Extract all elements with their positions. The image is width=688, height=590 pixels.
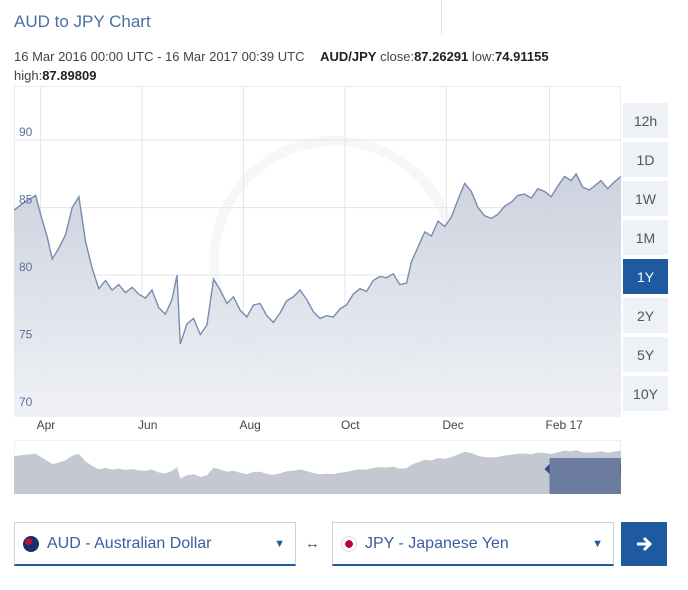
- range-button-1w[interactable]: 1W: [623, 181, 668, 216]
- navigator-handle-left[interactable]: [544, 464, 550, 474]
- low-value: 74.91155: [495, 49, 549, 64]
- range-button-2y[interactable]: 2Y: [623, 298, 668, 333]
- y-tick-label: 70: [19, 395, 33, 409]
- range-button-1d[interactable]: 1D: [623, 142, 668, 177]
- range-button-12h[interactable]: 12h: [623, 103, 668, 138]
- y-tick-label: 85: [19, 193, 33, 207]
- high-value: 87.89809: [42, 68, 97, 83]
- australia-flag-icon: [23, 535, 39, 552]
- price-chart[interactable]: 70 75 80 85 90: [14, 86, 621, 417]
- chart-info: 16 Mar 2016 00:00 UTC - 16 Mar 2017 00:3…: [14, 47, 634, 85]
- range-button-5y[interactable]: 5Y: [623, 337, 668, 372]
- x-tick-label: Dec: [442, 418, 464, 432]
- range-button-1y[interactable]: 1Y: [623, 259, 668, 294]
- chart-area[interactable]: 70 75 80 85 90: [14, 86, 621, 417]
- close-value: 87.26291: [414, 49, 469, 64]
- pair-label: AUD/JPY: [320, 49, 377, 64]
- swap-icon[interactable]: ↔: [305, 535, 320, 552]
- to-currency-select[interactable]: JPY - Japanese Yen ▼: [332, 522, 614, 566]
- x-tick-label: Apr: [36, 418, 56, 432]
- convert-button[interactable]: [621, 522, 667, 566]
- y-tick-label: 80: [19, 260, 33, 274]
- from-currency-label: AUD - Australian Dollar: [47, 534, 212, 552]
- page-title: AUD to JPY Chart: [14, 12, 151, 31]
- y-tick-label: 75: [19, 328, 33, 342]
- navigator-area: [14, 450, 621, 494]
- x-tick-label: Oct: [340, 418, 360, 432]
- divider: [441, 0, 442, 34]
- navigator-window[interactable]: [549, 458, 621, 494]
- x-tick-label: Aug: [239, 418, 261, 432]
- date-range: 16 Mar 2016 00:00 UTC - 16 Mar 2017 00:3…: [14, 49, 305, 64]
- from-currency-select[interactable]: AUD - Australian Dollar ▼: [14, 522, 296, 566]
- chevron-down-icon: ▼: [274, 537, 285, 550]
- high-label: high:: [14, 68, 43, 83]
- range-button-1m[interactable]: 1M: [623, 220, 668, 255]
- chevron-down-icon: ▼: [592, 537, 603, 550]
- arrow-right-icon: [637, 536, 653, 552]
- y-tick-label: 90: [19, 125, 33, 139]
- area-fill: [14, 173, 621, 417]
- close-label: close:: [380, 49, 415, 64]
- navigator-handle-right[interactable]: [620, 464, 622, 474]
- range-selector: 12h 1D 1W 1M 1Y 2Y 5Y 10Y: [623, 103, 668, 415]
- navigator-chart[interactable]: [14, 440, 621, 494]
- to-currency-label: JPY - Japanese Yen: [365, 534, 509, 552]
- japan-flag-icon: [341, 535, 357, 552]
- low-label: low:: [471, 49, 496, 64]
- x-axis-labels: Apr Jun Aug Oct Dec Feb 17: [14, 418, 621, 438]
- range-button-10y[interactable]: 10Y: [623, 376, 668, 411]
- x-tick-label: Feb 17: [545, 418, 583, 432]
- x-tick-label: Jun: [138, 418, 158, 432]
- price-line: [14, 172, 621, 345]
